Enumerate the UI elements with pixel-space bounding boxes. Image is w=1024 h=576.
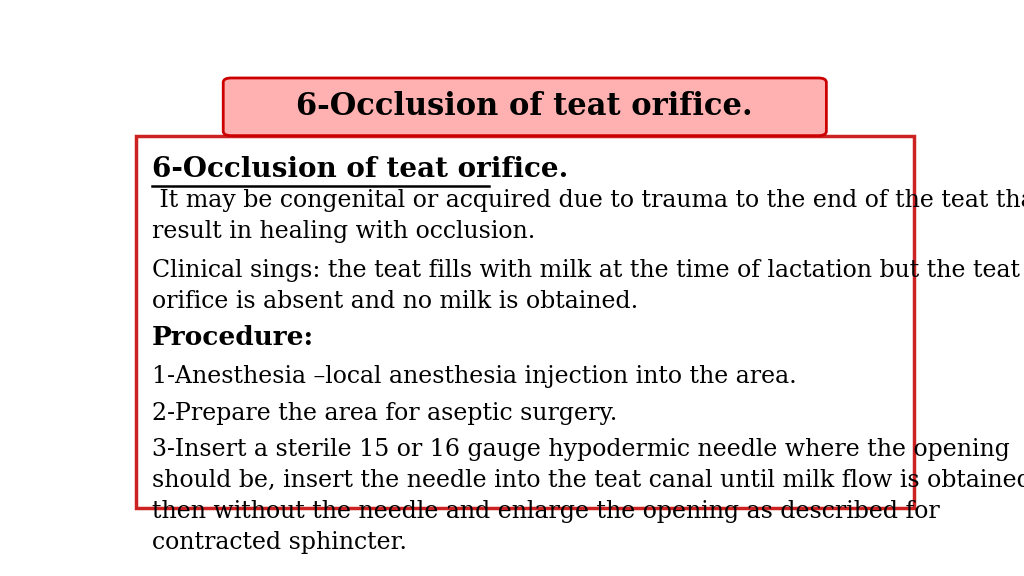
FancyBboxPatch shape <box>223 78 826 136</box>
Text: 6-Occlusion of teat orifice.: 6-Occlusion of teat orifice. <box>152 156 568 183</box>
Text: Procedure:: Procedure: <box>152 325 314 350</box>
Text: 3-Insert a sterile 15 or 16 gauge hypodermic needle where the opening
should be,: 3-Insert a sterile 15 or 16 gauge hypode… <box>152 438 1024 555</box>
Text: 6-Occlusion of teat orifice.: 6-Occlusion of teat orifice. <box>297 92 753 122</box>
Text: It may be congenital or acquired due to trauma to the end of the teat that
resul: It may be congenital or acquired due to … <box>152 189 1024 243</box>
FancyBboxPatch shape <box>136 136 913 508</box>
Text: 1-Anesthesia –local anesthesia injection into the area.: 1-Anesthesia –local anesthesia injection… <box>152 365 797 388</box>
Text: Clinical sings: the teat fills with milk at the time of lactation but the teat
o: Clinical sings: the teat fills with milk… <box>152 259 1020 313</box>
Text: 2-Prepare the area for aseptic surgery.: 2-Prepare the area for aseptic surgery. <box>152 402 617 425</box>
